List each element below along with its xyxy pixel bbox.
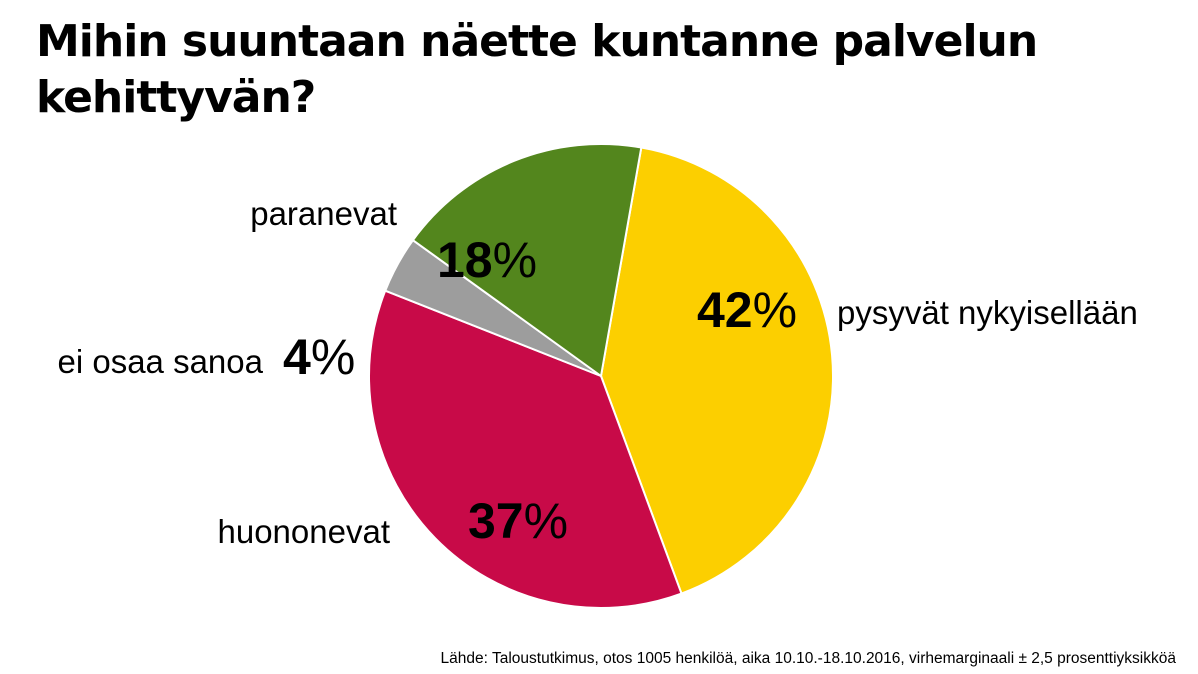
category-label-paranevat: paranevat bbox=[250, 195, 397, 232]
value-unit-huononevat: % bbox=[524, 493, 568, 549]
chart-title: Mihin suuntaan näette kuntanne palvelun … bbox=[36, 16, 1038, 123]
value-unit-pysyvat: % bbox=[753, 282, 797, 338]
category-label-huononevat: huononevat bbox=[218, 513, 391, 550]
value-number-ei-osaa-sanoa: 4 bbox=[283, 329, 311, 385]
category-label-pysyvat: pysyvät nykyisellään bbox=[837, 294, 1138, 331]
value-number-huononevat: 37 bbox=[468, 493, 524, 549]
category-label-ei-osaa-sanoa: ei osaa sanoa bbox=[58, 343, 264, 380]
value-unit-paranevat: % bbox=[493, 232, 537, 288]
pie-slices bbox=[368, 143, 834, 609]
value-label-paranevat: 18% bbox=[437, 232, 537, 288]
value-label-ei-osaa-sanoa: 4% bbox=[283, 329, 355, 385]
value-number-paranevat: 18 bbox=[437, 232, 493, 288]
source-note: Lähde: Taloustutkimus, otos 1005 henkilö… bbox=[440, 650, 1176, 667]
value-label-huononevat: 37% bbox=[468, 493, 568, 549]
pie-slice-paranevat bbox=[411, 143, 643, 377]
value-unit-ei-osaa-sanoa: % bbox=[311, 329, 355, 385]
pie-slice-huononevat bbox=[368, 289, 683, 609]
value-number-pysyvat: 42 bbox=[697, 282, 753, 338]
pie-slice-pysyvat bbox=[600, 146, 834, 595]
value-label-pysyvat: 42% bbox=[697, 282, 797, 338]
